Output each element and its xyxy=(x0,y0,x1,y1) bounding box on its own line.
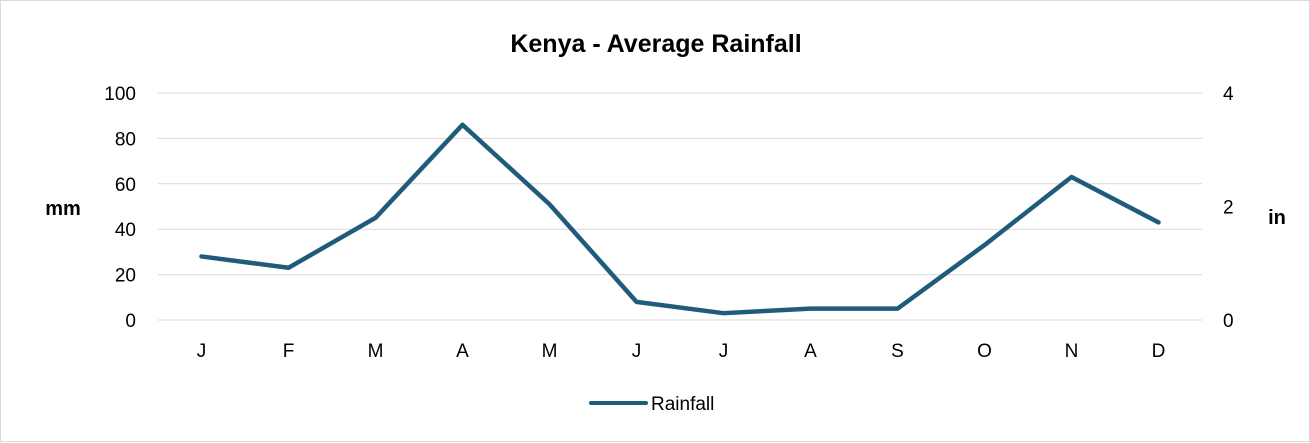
y-axis-ticks: 0 20 40 60 80 100 xyxy=(104,84,136,332)
y2-axis-label: in xyxy=(1268,207,1286,229)
chart-title: Kenya - Average Rainfall xyxy=(510,30,801,58)
x-tick-label: J xyxy=(197,341,207,362)
y-tick-label: 80 xyxy=(115,129,136,150)
y-tick-label: 20 xyxy=(115,266,136,287)
y-tick-label: 40 xyxy=(115,220,136,241)
series-line-rainfall xyxy=(202,125,1159,313)
y-axis-label: mm xyxy=(45,198,81,220)
x-tick-label: M xyxy=(542,341,558,362)
x-tick-label: M xyxy=(368,341,384,362)
legend: Rainfall xyxy=(591,394,714,415)
x-tick-label: N xyxy=(1065,341,1079,362)
x-tick-label: A xyxy=(804,341,817,362)
x-tick-label: A xyxy=(456,341,469,362)
y-tick-label: 0 xyxy=(125,311,136,332)
legend-label-rainfall: Rainfall xyxy=(651,394,714,415)
y-tick-label: 60 xyxy=(115,175,136,196)
y2-axis-ticks: 0 2 4 xyxy=(1223,84,1234,332)
y2-tick-label: 0 xyxy=(1223,311,1234,332)
y2-tick-label: 4 xyxy=(1223,84,1234,105)
x-tick-label: S xyxy=(891,341,904,362)
x-tick-label: O xyxy=(977,341,992,362)
y2-tick-label: 2 xyxy=(1223,198,1234,219)
x-tick-label: D xyxy=(1152,341,1166,362)
y-tick-label: 100 xyxy=(104,84,136,105)
x-tick-label: F xyxy=(283,341,295,362)
series-group xyxy=(201,125,1158,314)
x-tick-label: J xyxy=(719,341,729,362)
x-tick-label: J xyxy=(632,341,642,362)
gridlines xyxy=(158,93,1202,320)
